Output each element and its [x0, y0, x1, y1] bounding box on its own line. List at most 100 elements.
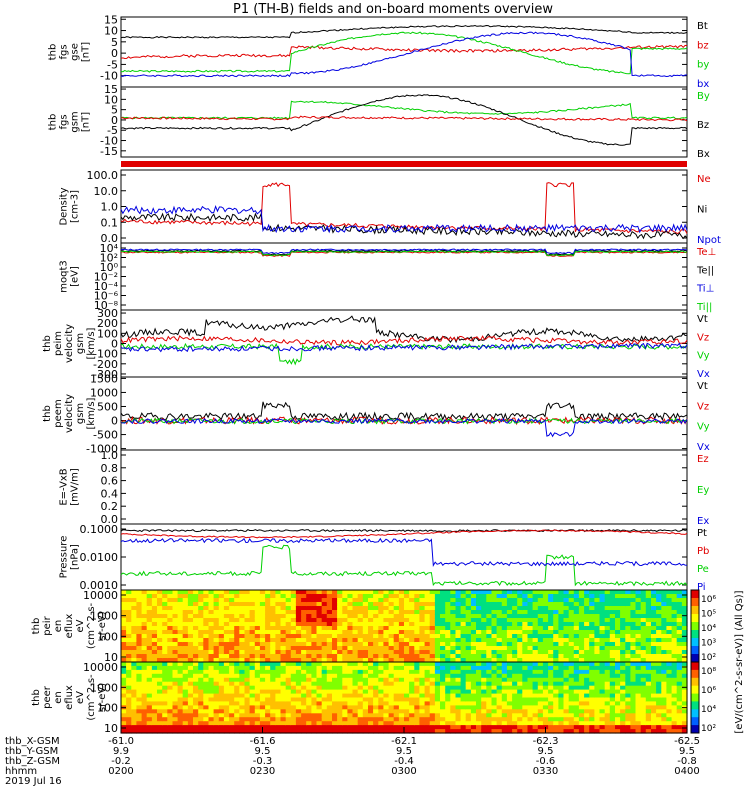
- spectrogram-cell: [259, 638, 266, 643]
- spectrogram-cell: [229, 590, 235, 595]
- spectrogram-cell: [558, 662, 565, 667]
- spectrogram-cell: [254, 681, 261, 687]
- spectrogram-cell: [661, 658, 667, 663]
- spectrogram-cell: [347, 665, 354, 671]
- spectrogram-cell: [203, 662, 209, 667]
- ion-colorbar-band: [691, 638, 699, 647]
- spectrogram-cell: [424, 717, 431, 722]
- spectrogram-cell: [532, 701, 539, 706]
- spectrogram-cell: [121, 709, 127, 714]
- spectrogram-cell: [661, 669, 667, 675]
- spectrogram-cell: [157, 654, 163, 659]
- ephem-y-value: 9.5: [255, 746, 271, 757]
- spectrogram-cell: [126, 634, 132, 639]
- spectrogram-cell: [666, 610, 673, 615]
- spectrogram-cell: [223, 701, 230, 706]
- spectrogram-cell: [259, 673, 266, 679]
- spectrogram-cell: [259, 598, 266, 603]
- spectrogram-cell: [424, 602, 431, 607]
- spectrogram-cell: [136, 705, 143, 710]
- spectrogram-cell: [306, 654, 312, 659]
- spectrogram-cell: [347, 646, 354, 651]
- spectrogram-cell: [594, 673, 601, 679]
- spectrogram-cell: [131, 594, 137, 599]
- spectrogram-cell: [414, 610, 420, 615]
- spectrogram-cell: [167, 626, 173, 631]
- spectrogram-cell: [378, 669, 384, 675]
- legend-Ni: Ni: [697, 205, 707, 216]
- spectrogram-cell: [404, 662, 410, 667]
- spectrogram-cell: [295, 602, 302, 607]
- spectrogram-cell: [162, 618, 168, 623]
- spectrogram-cell: [239, 646, 245, 651]
- spectrogram-cell: [270, 717, 276, 722]
- spectrogram-cell: [393, 673, 400, 679]
- spectrogram-cell: [542, 705, 549, 710]
- spectrogram-cell: [321, 685, 328, 691]
- spectrogram-cell: [599, 618, 606, 623]
- spectrogram-cell: [440, 626, 446, 631]
- spectrogram-cell: [275, 669, 282, 675]
- spectrogram-cell: [568, 638, 575, 643]
- spectrogram-cell: [321, 618, 328, 623]
- spectrogram-cell: [182, 606, 189, 611]
- spectrogram-cell: [275, 662, 282, 667]
- spectrogram-cell: [409, 677, 415, 683]
- spectrogram-cell: [460, 606, 467, 611]
- spectrogram-cell: [537, 626, 544, 631]
- spectrogram-cell: [321, 705, 328, 710]
- spectrogram-cell: [378, 689, 384, 695]
- spectrogram-cell: [316, 697, 323, 702]
- spectrogram-cell: [645, 677, 652, 683]
- spectrogram-cell: [352, 669, 359, 675]
- spectrogram-cell: [373, 654, 379, 659]
- spectrogram-cell: [332, 721, 338, 726]
- spectrogram-cell: [578, 598, 585, 603]
- spectrogram-cell: [656, 669, 662, 675]
- spectrogram-cell: [455, 610, 462, 615]
- spectrogram-cell: [362, 721, 369, 726]
- spectrogram-cell: [496, 709, 503, 714]
- spectrogram-cell: [326, 606, 333, 611]
- spectrogram-cell: [244, 665, 251, 671]
- spectrogram-cell: [126, 602, 132, 607]
- spectrogram-cell: [414, 594, 420, 599]
- spectrogram-cell: [337, 634, 343, 639]
- spectrogram-cell: [481, 626, 487, 631]
- spectrogram-cell: [177, 701, 184, 706]
- spectrogram-cell: [568, 705, 575, 710]
- spectrogram-cell: [249, 689, 256, 695]
- spectrogram-cell: [398, 606, 405, 611]
- spectrogram-cell: [275, 701, 282, 706]
- spectrogram-cell: [244, 654, 251, 659]
- spectrogram-cell: [409, 729, 415, 734]
- spectrogram-cell: [666, 665, 673, 671]
- spectrogram-cell: [465, 610, 472, 615]
- spectrogram-cell: [306, 646, 312, 651]
- spectrogram-cell: [131, 673, 137, 679]
- spectrogram-cell: [131, 630, 137, 635]
- spectrogram-cell: [157, 689, 163, 695]
- spectrogram-cell: [347, 610, 354, 615]
- spectrogram-cell: [548, 630, 554, 635]
- spectrogram-cell: [584, 618, 590, 623]
- spectrogram-cell: [393, 693, 400, 699]
- spectrogram-cell: [609, 638, 616, 643]
- spectrogram-cell: [203, 646, 209, 651]
- spectrogram-cell: [424, 646, 431, 651]
- spectrogram-cell: [476, 697, 482, 702]
- spectrogram-cell: [187, 725, 194, 730]
- y-tick-label: 100: [97, 630, 118, 643]
- spectrogram-cell: [491, 622, 498, 627]
- spectrogram-cell: [198, 705, 204, 710]
- spectrogram-cell: [193, 610, 199, 615]
- spectrogram-cell: [362, 618, 369, 623]
- spectrogram-cell: [625, 626, 631, 631]
- spectrogram-cell: [131, 709, 137, 714]
- spectrogram-cell: [141, 693, 148, 699]
- spectrogram-cell: [440, 713, 446, 718]
- spectrogram-cell: [121, 630, 127, 635]
- spectrogram-cell: [244, 634, 251, 639]
- spectrogram-cell: [424, 634, 431, 639]
- spectrogram-cell: [615, 677, 621, 683]
